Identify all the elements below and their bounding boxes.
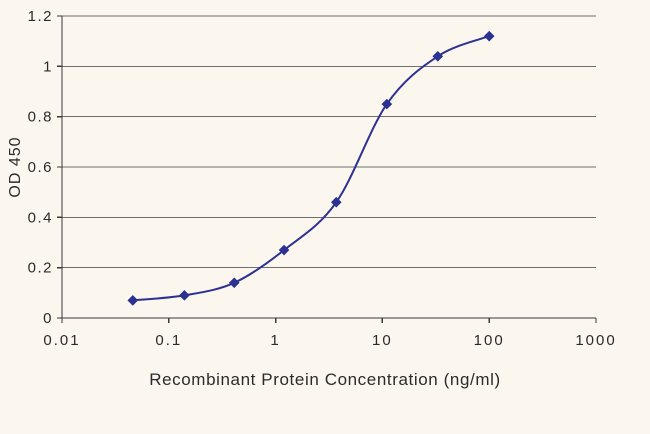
data-point-marker [483, 30, 495, 42]
y-tick-label: 1.2 [28, 8, 53, 25]
x-tick-label: 1 [270, 332, 280, 349]
data-point-marker [278, 244, 290, 256]
y-axis-title: OD 450 [7, 136, 24, 198]
x-tick-label: 0.01 [43, 332, 80, 349]
data-point-marker [179, 290, 190, 301]
y-tick-label: 0 [43, 310, 53, 327]
data-point-marker [228, 277, 240, 289]
x-tick-label: 1000 [575, 332, 616, 349]
data-point-marker [381, 98, 393, 110]
series-line [131, 35, 491, 302]
y-tick-label: 1 [43, 58, 53, 75]
data-point-marker [127, 295, 139, 306]
y-tick-label: 0.8 [28, 109, 53, 126]
x-tick-label: 100 [474, 332, 505, 349]
x-axis-title: Recombinant Protein Concentration (ng/ml… [149, 370, 501, 389]
y-tick-label: 0.6 [28, 159, 53, 176]
x-tick-label: 10 [372, 332, 393, 349]
y-tick-label: 0.4 [28, 209, 53, 226]
y-tick-label: 0.2 [28, 260, 53, 277]
data-point-marker [432, 50, 444, 62]
x-tick-label: 0.1 [155, 332, 182, 349]
data-point-marker [330, 196, 342, 208]
